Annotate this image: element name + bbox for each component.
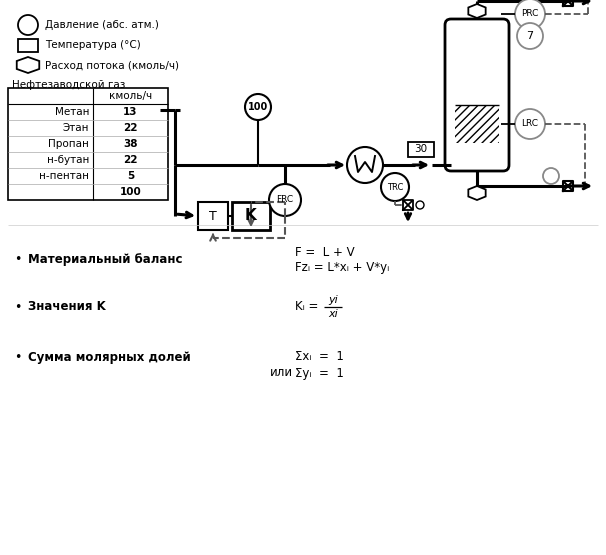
Text: PRC: PRC — [521, 9, 539, 18]
Bar — [232, 202, 270, 230]
Text: Расход потока (кмоль/ч): Расход потока (кмоль/ч) — [45, 60, 179, 70]
Text: Температура (°C): Температура (°C) — [45, 40, 141, 50]
Text: F =  L + V: F = L + V — [295, 245, 355, 259]
Circle shape — [515, 109, 545, 139]
Circle shape — [269, 184, 301, 216]
Bar — [18, 39, 38, 52]
Text: 100: 100 — [119, 187, 141, 197]
Text: 7: 7 — [527, 31, 533, 41]
Text: н-пентан: н-пентан — [39, 171, 89, 181]
Circle shape — [347, 147, 383, 183]
Polygon shape — [468, 186, 485, 200]
Text: Kᵢ =: Kᵢ = — [295, 300, 318, 314]
Circle shape — [245, 94, 271, 120]
Circle shape — [515, 0, 545, 29]
Bar — [8, 88, 168, 200]
Text: •: • — [15, 300, 22, 314]
Text: Материальный баланс: Материальный баланс — [28, 254, 182, 266]
Text: •: • — [15, 254, 22, 266]
Text: xi: xi — [328, 309, 338, 319]
Text: 5: 5 — [127, 171, 134, 181]
Circle shape — [543, 168, 559, 184]
Text: Давление (абс. атм.): Давление (абс. атм.) — [45, 20, 159, 30]
Text: н-бутан: н-бутан — [47, 155, 89, 165]
Text: Пропан: Пропан — [48, 139, 89, 149]
Text: Σyᵢ  =  1: Σyᵢ = 1 — [295, 366, 344, 380]
Bar — [455, 105, 499, 143]
Circle shape — [381, 173, 409, 201]
Text: или: или — [270, 366, 293, 380]
Text: •: • — [15, 351, 22, 364]
Circle shape — [416, 201, 424, 209]
Text: TRC: TRC — [387, 183, 403, 191]
Circle shape — [517, 23, 543, 49]
Text: кмоль/ч: кмоль/ч — [109, 91, 152, 101]
Text: 38: 38 — [123, 139, 138, 149]
Text: 22: 22 — [123, 155, 138, 165]
Polygon shape — [468, 4, 485, 18]
FancyBboxPatch shape — [445, 19, 509, 171]
Text: Метан: Метан — [55, 107, 89, 117]
Text: 30: 30 — [415, 144, 428, 154]
Text: FRC: FRC — [276, 195, 293, 204]
Text: Сумма молярных долей: Сумма молярных долей — [28, 351, 191, 364]
Text: 13: 13 — [123, 107, 138, 117]
Text: T: T — [209, 209, 217, 223]
Bar — [408, 142, 434, 157]
Text: Fzᵢ = L*xᵢ + V*yᵢ: Fzᵢ = L*xᵢ + V*yᵢ — [295, 261, 389, 275]
Text: LRC: LRC — [522, 119, 539, 129]
Text: Нефтезаводской газ: Нефтезаводской газ — [12, 80, 125, 90]
Text: K: K — [245, 209, 257, 224]
Text: Σxᵢ  =  1: Σxᵢ = 1 — [295, 351, 344, 364]
Text: 100: 100 — [248, 102, 268, 112]
Circle shape — [18, 15, 38, 35]
Text: Этан: Этан — [62, 123, 89, 133]
Polygon shape — [17, 57, 39, 73]
Text: Значения K: Значения K — [28, 300, 106, 314]
Text: 22: 22 — [123, 123, 138, 133]
Text: yi: yi — [328, 295, 338, 305]
Bar — [198, 202, 228, 230]
